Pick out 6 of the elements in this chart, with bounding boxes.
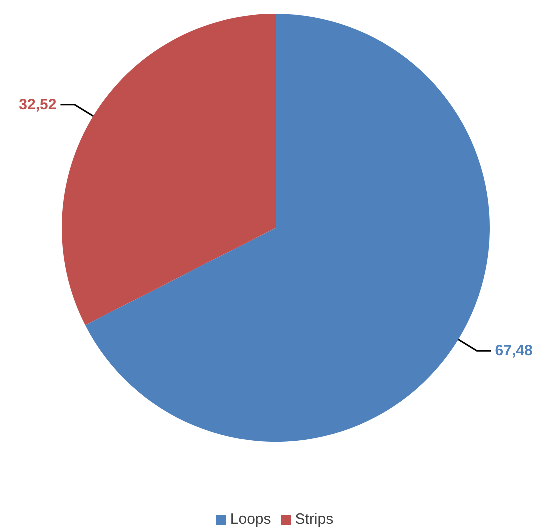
legend-label: Loops bbox=[230, 511, 272, 528]
data-label: 32,52 bbox=[19, 96, 57, 114]
data-label: 67,48 bbox=[495, 342, 533, 360]
pie-slice bbox=[85, 14, 490, 442]
pie-slice bbox=[62, 14, 276, 326]
legend-label: Strips bbox=[295, 511, 334, 528]
